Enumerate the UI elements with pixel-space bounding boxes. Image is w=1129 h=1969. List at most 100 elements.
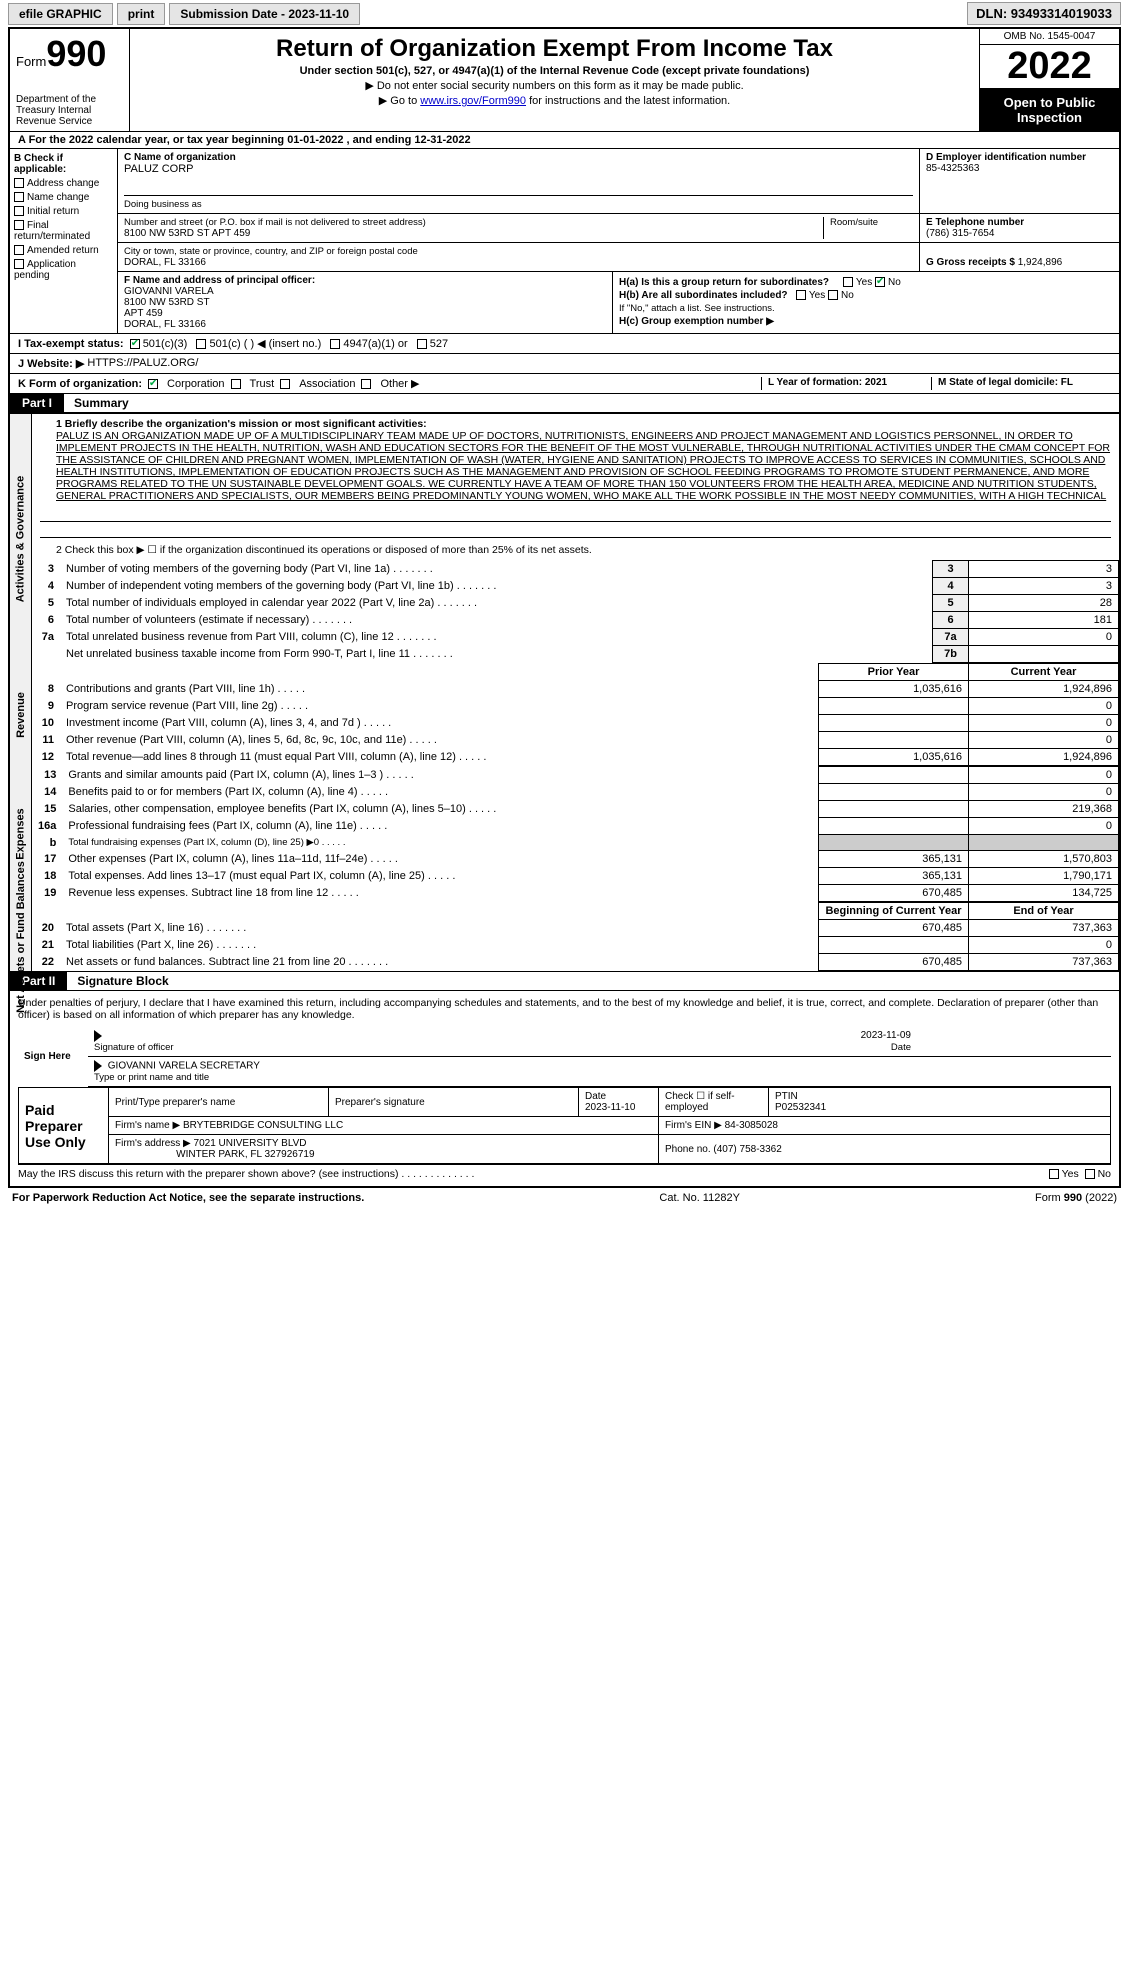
line-k-label: K Form of organization:: [18, 378, 142, 390]
footer-left: For Paperwork Reduction Act Notice, see …: [12, 1192, 364, 1204]
line-a: A For the 2022 calendar year, or tax yea…: [10, 132, 1119, 149]
officer-l4: DORAL, FL 33166: [124, 319, 206, 330]
revenue-table: Prior YearCurrent Year8Contributions and…: [32, 663, 1119, 766]
side-rev: Revenue: [15, 692, 27, 738]
chk-527[interactable]: [417, 339, 427, 349]
firm-addr2: WINTER PARK, FL 327926719: [176, 1149, 314, 1160]
part1-title: Summary: [64, 393, 1119, 413]
box-b-label: B Check if applicable:: [14, 153, 113, 175]
line-i-label: I Tax-exempt status:: [18, 338, 124, 350]
sign-here: Sign Here: [18, 1027, 88, 1087]
sig-officer-label: Signature of officer: [94, 1042, 174, 1053]
side-act: Activities & Governance: [15, 475, 27, 602]
hb-label: H(b) Are all subordinates included?: [619, 290, 788, 301]
officer-l1: GIOVANNI VARELA: [124, 286, 214, 297]
ein: 85-4325363: [926, 163, 979, 174]
state-domicile: M State of legal domicile: FL: [931, 377, 1111, 390]
ptin-label: PTIN: [775, 1091, 798, 1102]
chk-final[interactable]: [14, 220, 24, 230]
firm-name-label: Firm's name ▶: [115, 1120, 180, 1131]
chk-other[interactable]: [361, 379, 371, 389]
gross-receipts: 1,924,896: [1018, 257, 1063, 268]
chk-trust[interactable]: [231, 379, 241, 389]
firm-name: BRYTEBRIDGE CONSULTING LLC: [183, 1120, 343, 1131]
form-note-2: ▶ Go to www.irs.gov/Form990 for instruct…: [140, 94, 969, 107]
chk-pending[interactable]: [14, 259, 24, 269]
arrow-icon: [94, 1060, 102, 1072]
hb-yes[interactable]: [796, 290, 806, 300]
chk-4947[interactable]: [330, 339, 340, 349]
expenses-table: 13Grants and similar amounts paid (Part …: [32, 766, 1119, 902]
print-button[interactable]: print: [117, 3, 166, 25]
box-f-label: F Name and address of principal officer:: [124, 275, 315, 286]
officer-name: GIOVANNI VARELA SECRETARY: [108, 1061, 260, 1072]
box-c-label: C Name of organization: [124, 152, 236, 163]
website: HTTPS://PALUZ.ORG/: [87, 357, 198, 370]
date-label: Date: [891, 1042, 911, 1053]
sig-date: 2023-11-09: [861, 1030, 911, 1041]
mission-text: PALUZ IS AN ORGANIZATION MADE UP OF A MU…: [56, 430, 1110, 502]
prep-date-hdr: Date: [585, 1091, 606, 1102]
chk-501c3[interactable]: [130, 339, 140, 349]
part1-num: Part I: [10, 393, 64, 413]
city: DORAL, FL 33166: [124, 257, 206, 268]
chk-initial[interactable]: [14, 206, 24, 216]
ha-no[interactable]: [875, 277, 885, 287]
inspection-badge: Open to Public Inspection: [980, 89, 1119, 131]
org-name: PALUZ CORP: [124, 163, 193, 175]
ha-yes[interactable]: [843, 277, 853, 287]
irs-link[interactable]: www.irs.gov/Form990: [420, 95, 526, 107]
blank-1: [40, 508, 1111, 522]
paid-preparer-label: Paid Preparer Use Only: [19, 1088, 109, 1164]
q1-label: 1 Briefly describe the organization's mi…: [56, 418, 427, 430]
footer-mid: Cat. No. 11282Y: [659, 1192, 740, 1204]
ha-label: H(a) Is this a group return for subordin…: [619, 277, 829, 288]
prep-date: 2023-11-10: [585, 1102, 635, 1113]
prep-phone: (407) 758-3362: [713, 1144, 781, 1155]
chk-address[interactable]: [14, 178, 24, 188]
form-number: Form990: [16, 33, 123, 75]
prep-check: Check ☐ if self-employed: [659, 1088, 769, 1117]
omb: OMB No. 1545-0047: [980, 29, 1119, 45]
city-label: City or town, state or province, country…: [124, 246, 418, 257]
firm-ein-label: Firm's EIN ▶: [665, 1120, 722, 1131]
chk-assoc[interactable]: [280, 379, 290, 389]
firm-addr-label: Firm's address ▶: [115, 1138, 191, 1149]
firm-ein: 84-3085028: [725, 1120, 778, 1131]
street-label: Number and street (or P.O. box if mail i…: [124, 217, 426, 228]
chk-amended[interactable]: [14, 245, 24, 255]
prep-sig-hdr: Preparer's signature: [329, 1088, 579, 1117]
ptin: P02532341: [775, 1102, 826, 1113]
discuss-label: May the IRS discuss this return with the…: [18, 1168, 1049, 1180]
dba-label: Doing business as: [124, 199, 202, 210]
form-title: Return of Organization Exempt From Incom…: [140, 35, 969, 63]
arrow-icon: [94, 1030, 102, 1042]
box-g-label: G Gross receipts $: [926, 257, 1015, 268]
street: 8100 NW 53RD ST APT 459: [124, 228, 250, 239]
efile-badge: efile GRAPHIC: [8, 3, 113, 25]
officer-l3: APT 459: [124, 308, 163, 319]
dept-label: Department of the Treasury Internal Reve…: [16, 94, 123, 127]
hc-label: H(c) Group exemption number ▶: [619, 316, 774, 327]
prep-name-hdr: Print/Type preparer's name: [109, 1088, 329, 1117]
chk-corp[interactable]: [148, 379, 158, 389]
q2: 2 Check this box ▶ ☐ if the organization…: [32, 540, 1119, 560]
submission-date: Submission Date - 2023-11-10: [169, 3, 360, 25]
discuss-no[interactable]: [1085, 1169, 1095, 1179]
footer-right: Form 990 (2022): [1035, 1192, 1117, 1204]
sig-decl: Under penalties of perjury, I declare th…: [18, 997, 1111, 1021]
prep-phone-label: Phone no.: [665, 1144, 711, 1155]
netassets-table: Beginning of Current YearEnd of Year20To…: [32, 902, 1119, 971]
chk-name[interactable]: [14, 192, 24, 202]
side-net: Net Assets or Fund Balances: [15, 861, 27, 1013]
line-j-label: J Website: ▶: [18, 357, 84, 370]
chk-501c[interactable]: [196, 339, 206, 349]
side-exp: Expenses: [15, 808, 27, 859]
box-e-label: E Telephone number: [926, 217, 1024, 228]
discuss-yes[interactable]: [1049, 1169, 1059, 1179]
box-d-label: D Employer identification number: [926, 152, 1086, 163]
officer-name-label: Type or print name and title: [94, 1072, 209, 1083]
hb-note: If "No," attach a list. See instructions…: [619, 303, 1113, 314]
dln: DLN: 93493314019033: [967, 2, 1121, 25]
hb-no[interactable]: [828, 290, 838, 300]
